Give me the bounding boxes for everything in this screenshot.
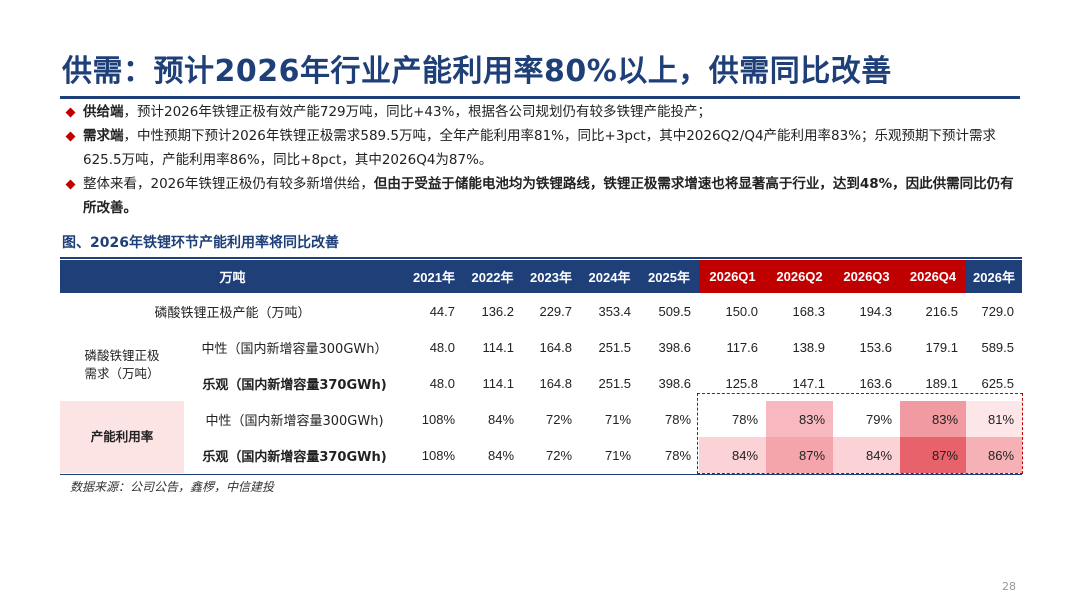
table-cell: 108%: [421, 411, 456, 427]
table-cell: 125.8: [725, 375, 759, 391]
heat-cell: 87%: [900, 437, 967, 473]
bullet-list: 供给端，预计2026年铁锂正极有效产能729万吨，同比+43%，根据各公司规划仍…: [64, 100, 1020, 220]
table-cell: 353.4: [598, 303, 632, 319]
table-cell: 71%: [604, 447, 632, 463]
column-header-quarter: 2026Q2: [766, 260, 834, 293]
table-row-demand-optimistic: 乐观（国内新增容量370GWh) 48.0 114.1 164.8 251.5 …: [60, 365, 1022, 401]
column-header: 2021年: [405, 260, 464, 293]
table-cell: 78%: [664, 411, 692, 427]
table-cell: 136.2: [481, 303, 515, 319]
heat-cell: 79%: [833, 401, 901, 437]
bullet-demand: 需求端，中性预期下预计2026年铁锂正极需求589.5万吨，全年产能利用率81%…: [64, 124, 1020, 172]
table-cell: 72%: [545, 411, 573, 427]
utilization-table: 万吨 2021年 2022年 2023年 2024年 2025年 2026Q1 …: [60, 260, 1023, 473]
heat-cell: 81%: [966, 401, 1023, 437]
table-cell: 194.3: [859, 303, 893, 319]
page-title: 供需：预计2026年行业产能利用率80%以上，供需同比改善: [62, 54, 892, 89]
bullet-overall: 整体来看，2026年铁锂正极仍有较多新增供给，但由于受益于储能电池均为铁锂路线，…: [64, 172, 1020, 220]
heat-cell: 86%: [966, 437, 1023, 473]
title-divider: [60, 96, 1020, 99]
table-cell: 44.7: [429, 303, 456, 319]
table-cell: 153.6: [859, 339, 893, 355]
bullet-text: 整体来看，2026年铁锂正极仍有较多新增供给，: [83, 176, 374, 192]
table-cell: 251.5: [598, 339, 632, 355]
bullet-text: ，中性预期下预计2026年铁锂正极需求589.5万吨，全年产能利用率81%，同比…: [83, 128, 997, 168]
table-cell: 398.6: [658, 375, 692, 391]
table-cell: 179.1: [925, 339, 959, 355]
heat-cell: 84%: [699, 437, 767, 473]
table-cell: 398.6: [658, 339, 692, 355]
table-row-util-optimistic: 乐观（国内新增容量370GWh) 108% 84% 72% 71% 78% 84…: [60, 437, 1023, 473]
heat-cell: 83%: [766, 401, 834, 437]
bullet-strong-text: 但由于受益于储能电池均为铁锂路线，铁锂正极需求增速也将显著高于行业，达到48%，…: [83, 176, 1014, 216]
table-cell: 729.0: [981, 303, 1015, 319]
row-label: 中性（国内新增容量300GWh): [205, 413, 384, 429]
table-cell: 84%: [487, 411, 515, 427]
group-label-utilization: 产能利用率: [60, 401, 184, 473]
table-cell: 625.5: [981, 375, 1015, 391]
table-cell: 114.1: [482, 339, 515, 355]
table-row-demand-neutral: 磷酸铁锂正极 需求（万吨） 中性（国内新增容量300GWh） 48.0 114.…: [60, 329, 1022, 382]
page-number: 28: [1002, 580, 1016, 593]
data-source: 数据来源：公司公告，鑫椤，中信建投: [70, 480, 275, 494]
table-cell: 150.0: [725, 303, 759, 319]
table-cell: 168.3: [792, 303, 826, 319]
diamond-bullet-icon: [65, 107, 76, 118]
table-row-util-neutral: 产能利用率 中性（国内新增容量300GWh) 108% 84% 72% 71% …: [60, 401, 1023, 473]
row-label: 乐观（国内新增容量370GWh): [202, 449, 387, 465]
group-label-text: 磷酸铁锂正极 需求（万吨）: [84, 348, 160, 381]
column-header-quarter: 2026Q3: [833, 260, 901, 293]
table-cell: 164.8: [539, 339, 573, 355]
table-cell: 48.0: [429, 375, 456, 391]
bullet-text: ，预计2026年铁锂正极有效产能729万吨，同比+43%，根据各公司规划仍有较多…: [123, 104, 711, 120]
figure-caption: 图、2026年铁锂环节产能利用率将同比改善: [62, 235, 339, 251]
diamond-bullet-icon: [65, 131, 76, 142]
table-cell: 48.0: [429, 339, 456, 355]
table-cell: 147.1: [792, 375, 826, 391]
table-cell: 114.1: [482, 375, 515, 391]
table-header-row: 万吨 2021年 2022年 2023年 2024年 2025年 2026Q1 …: [60, 260, 1023, 293]
table-cell: 229.7: [539, 303, 573, 319]
bullet-supply: 供给端，预计2026年铁锂正极有效产能729万吨，同比+43%，根据各公司规划仍…: [64, 100, 1020, 124]
row-label: 磷酸铁锂正极产能（万吨）: [154, 305, 311, 321]
row-label: 中性（国内新增容量300GWh）: [201, 341, 388, 357]
column-header: 2026年: [966, 260, 1023, 293]
table-cell: 138.9: [792, 339, 826, 355]
column-header: 2025年: [639, 260, 700, 293]
bullet-lead: 需求端: [83, 128, 124, 144]
heat-cell: 87%: [766, 437, 834, 473]
heat-cell: 83%: [900, 401, 967, 437]
column-header-quarter: 2026Q4: [900, 260, 967, 293]
diamond-bullet-icon: [65, 179, 76, 190]
table-cell: 164.8: [539, 375, 573, 391]
column-header: 2023年: [522, 260, 581, 293]
bullet-lead: 供给端: [83, 104, 124, 120]
table-cell: 189.1: [925, 375, 959, 391]
column-header: 2024年: [580, 260, 640, 293]
heat-cell: 84%: [833, 437, 901, 473]
caption-divider: [60, 257, 1022, 259]
table-cell: 72%: [545, 447, 573, 463]
column-header-quarter: 2026Q1: [699, 260, 767, 293]
table-cell: 78%: [664, 447, 692, 463]
group-label-demand: 磷酸铁锂正极 需求（万吨）: [60, 329, 184, 401]
table-cell: 216.5: [925, 303, 959, 319]
table-row-capacity: 磷酸铁锂正极产能（万吨） 44.7 136.2 229.7 353.4 509.…: [60, 293, 1022, 329]
row-label: 乐观（国内新增容量370GWh): [202, 377, 387, 393]
table-cell: 509.5: [658, 303, 692, 319]
column-header: 2022年: [463, 260, 523, 293]
table-cell: 589.5: [981, 339, 1015, 355]
table-cell: 84%: [487, 447, 515, 463]
table-cell: 71%: [604, 411, 632, 427]
table-cell: 117.6: [726, 339, 759, 355]
table-cell: 108%: [421, 447, 456, 463]
heat-cell: 78%: [699, 401, 767, 437]
table-cell: 251.5: [598, 375, 632, 391]
table-cell: 163.6: [859, 375, 893, 391]
source-divider: [60, 474, 1022, 475]
unit-header: 万吨: [60, 260, 406, 293]
